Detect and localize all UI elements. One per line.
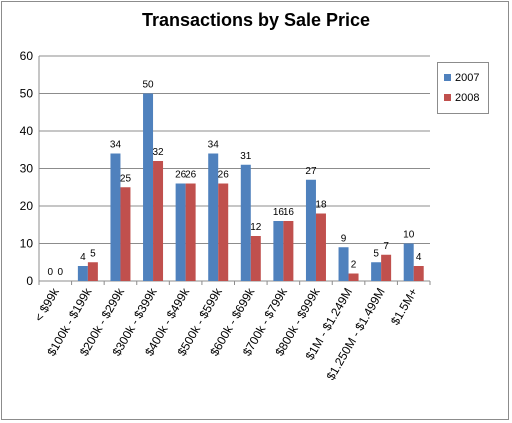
- bar-2007: [240, 164, 251, 281]
- chart-legend: 2007 2008: [437, 62, 489, 114]
- data-label: 25: [120, 173, 132, 184]
- data-label: 0: [58, 267, 64, 278]
- bar-2007: [403, 243, 414, 281]
- bar-2008: [413, 266, 424, 281]
- y-tick-label: 60: [20, 49, 34, 63]
- data-label: 5: [90, 248, 96, 259]
- x-tick-label: $1.5M+: [388, 286, 420, 328]
- data-label: 18: [315, 200, 327, 211]
- y-tick-label: 50: [20, 87, 34, 101]
- bar-2007: [371, 262, 382, 281]
- data-label: 27: [305, 166, 317, 177]
- bar-2007: [77, 266, 88, 281]
- bar-2007: [143, 93, 154, 281]
- data-label: 2: [351, 260, 357, 271]
- data-label: 34: [208, 140, 220, 151]
- data-label: 12: [250, 222, 262, 233]
- y-tick-label: 20: [20, 199, 34, 213]
- bar-2008: [283, 221, 294, 281]
- y-tick-label: 40: [20, 124, 34, 138]
- bar-2008: [153, 161, 164, 281]
- data-label: 34: [110, 140, 122, 151]
- bar-2008: [218, 183, 229, 281]
- data-label: 5: [373, 248, 379, 259]
- data-label: 31: [240, 151, 252, 162]
- data-label: 26: [175, 170, 187, 181]
- bar-2008: [250, 236, 261, 281]
- bar-2008: [348, 273, 359, 281]
- legend-swatch-2008: [444, 94, 451, 101]
- y-tick-label: 30: [20, 162, 34, 176]
- data-label: 4: [416, 252, 422, 263]
- y-tick-label: 0: [26, 274, 33, 288]
- data-label: 10: [403, 230, 415, 241]
- bar-2008: [315, 213, 326, 281]
- data-label: 16: [273, 207, 285, 218]
- legend-swatch-2007: [444, 74, 451, 81]
- bar-2008: [87, 262, 98, 281]
- data-label: 0: [48, 267, 54, 278]
- x-tick-label: $1.250M - $1.499M: [324, 285, 388, 382]
- bar-2007: [305, 179, 316, 281]
- legend-label-2007: 2007: [455, 72, 480, 84]
- y-tick-label: 10: [20, 237, 34, 251]
- x-tick-label: < $99k: [32, 285, 63, 324]
- data-label: 16: [283, 207, 295, 218]
- legend-label-2008: 2008: [455, 92, 480, 104]
- bar-2008: [120, 187, 131, 281]
- bar-2007: [273, 221, 284, 281]
- data-label: 32: [152, 147, 164, 158]
- data-label: 4: [80, 252, 86, 263]
- data-label: 9: [341, 233, 347, 244]
- bar-2007: [175, 183, 186, 281]
- data-label: 7: [383, 241, 389, 252]
- bar-2008: [185, 183, 196, 281]
- data-label: 26: [218, 170, 230, 181]
- bar-2007: [208, 153, 219, 281]
- data-label: 50: [142, 80, 154, 91]
- bar-2007: [110, 153, 121, 281]
- bar-2007: [338, 247, 349, 281]
- bar-2008: [381, 254, 392, 281]
- chart-title: Transactions by Sale Price: [141, 10, 371, 30]
- data-label: 26: [185, 170, 197, 181]
